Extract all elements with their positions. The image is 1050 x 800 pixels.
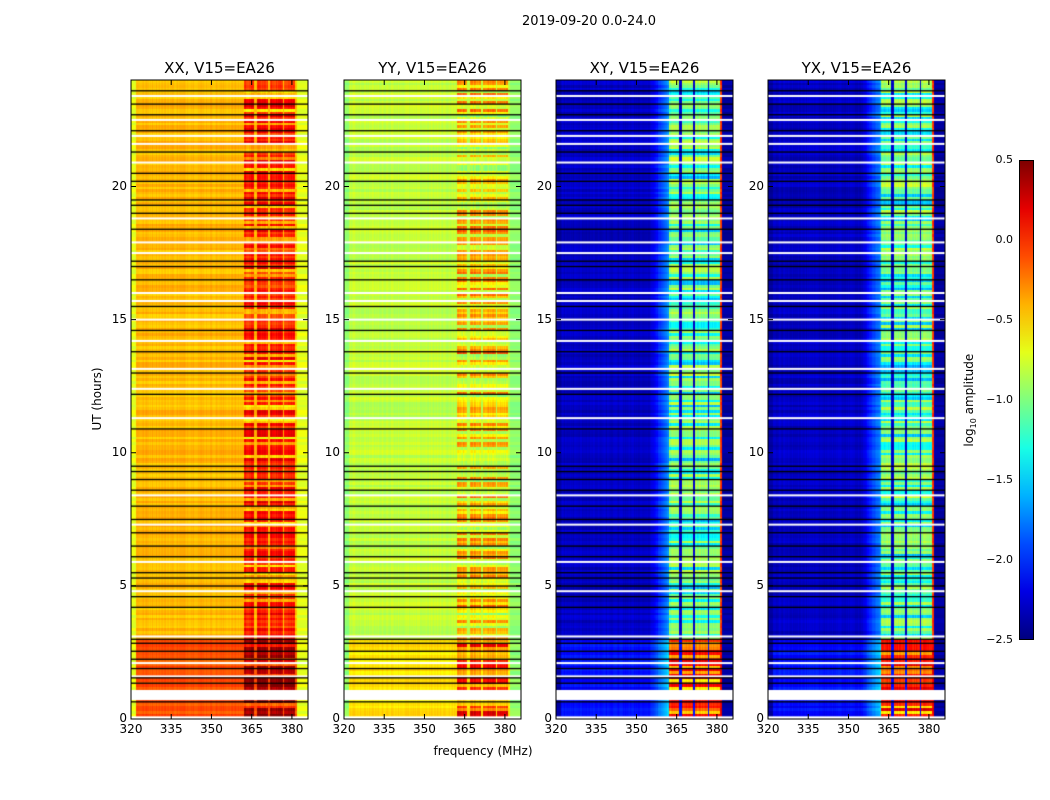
- waterfall-panel: [130, 79, 309, 720]
- y-tick-label: 0: [756, 711, 764, 725]
- x-tick-label: 335: [372, 722, 396, 736]
- y-tick-label: 5: [119, 577, 127, 592]
- x-tick-label: 365: [453, 722, 477, 736]
- axes-frame: [343, 79, 522, 720]
- y-tick-label: 0: [332, 711, 340, 725]
- y-tick-label: 5: [756, 577, 764, 592]
- panel-title: XX, V15=EA26: [164, 59, 275, 77]
- waterfall-heatmap: [131, 80, 308, 719]
- colorbar-tick-label: −2.0: [986, 553, 1013, 566]
- x-tick-label: 320: [119, 722, 143, 736]
- x-tick-label: 365: [877, 722, 901, 736]
- x-tick-label: 335: [159, 722, 183, 736]
- panel-title: XY, V15=EA26: [589, 59, 700, 77]
- x-tick-label: 365: [665, 722, 689, 736]
- figure-title: 2019-09-20 0.0-24.0: [522, 14, 656, 29]
- waterfall-panel: [767, 79, 946, 720]
- x-tick-label: 380: [917, 722, 941, 736]
- y-tick-label: 15: [324, 311, 340, 326]
- y-tick-label: 10: [111, 444, 127, 459]
- axes-frame: [130, 79, 309, 720]
- y-tick-label: 0: [544, 711, 552, 725]
- colorbar-tick-label: 0.0: [995, 233, 1014, 246]
- y-tick-label: 5: [332, 577, 340, 592]
- colorbar-tick-label: −1.0: [986, 393, 1013, 406]
- waterfall-heatmap: [344, 80, 521, 719]
- waterfall-panel: [555, 79, 734, 720]
- x-tick-label: 320: [544, 722, 568, 736]
- y-tick-label: 20: [748, 178, 764, 193]
- x-tick-label: 320: [756, 722, 780, 736]
- waterfall-heatmap: [768, 80, 945, 719]
- y-tick-label: 20: [536, 178, 552, 193]
- colorbar-label-sub: 10: [969, 418, 979, 429]
- y-axis-label: UT (hours): [90, 367, 104, 431]
- y-tick-label: 20: [111, 178, 127, 193]
- panel-title: YX, V15=EA26: [801, 59, 912, 77]
- y-tick-label: 5: [544, 577, 552, 592]
- x-tick-label: 350: [413, 722, 436, 736]
- colorbar-tick-label: 0.5: [995, 153, 1014, 166]
- colorbar-tick-label: −1.5: [986, 473, 1013, 486]
- x-tick-label: 380: [705, 722, 729, 736]
- x-tick-label: 335: [796, 722, 820, 736]
- x-tick-label: 335: [584, 722, 608, 736]
- colorbar-label-prefix: log: [961, 428, 976, 447]
- x-tick-label: 350: [837, 722, 860, 736]
- x-tick-label: 380: [493, 722, 517, 736]
- y-tick-label: 10: [748, 444, 764, 459]
- x-tick-label: 380: [280, 722, 304, 736]
- x-axis-label: frequency (MHz): [433, 744, 533, 758]
- axes-frame: [767, 79, 946, 720]
- colorbar-label-suffix: amplitude: [961, 353, 976, 419]
- panel-title: YY, V15=EA26: [378, 59, 487, 77]
- axes-frame: [555, 79, 734, 720]
- colorbar: [1019, 160, 1034, 640]
- colorbar-tick-label: −0.5: [986, 313, 1013, 326]
- waterfall-heatmap: [556, 80, 733, 719]
- y-tick-label: 15: [111, 311, 127, 326]
- x-tick-label: 365: [240, 722, 264, 736]
- y-tick-label: 20: [324, 178, 340, 193]
- y-tick-label: 15: [536, 311, 552, 326]
- colorbar-tick-label: −2.5: [986, 633, 1013, 646]
- y-tick-label: 10: [536, 444, 552, 459]
- x-tick-label: 350: [625, 722, 648, 736]
- waterfall-panel: [343, 79, 522, 720]
- y-tick-label: 10: [324, 444, 340, 459]
- x-tick-label: 320: [332, 722, 356, 736]
- x-tick-label: 350: [200, 722, 223, 736]
- y-tick-label: 15: [748, 311, 764, 326]
- y-tick-label: 0: [119, 711, 127, 725]
